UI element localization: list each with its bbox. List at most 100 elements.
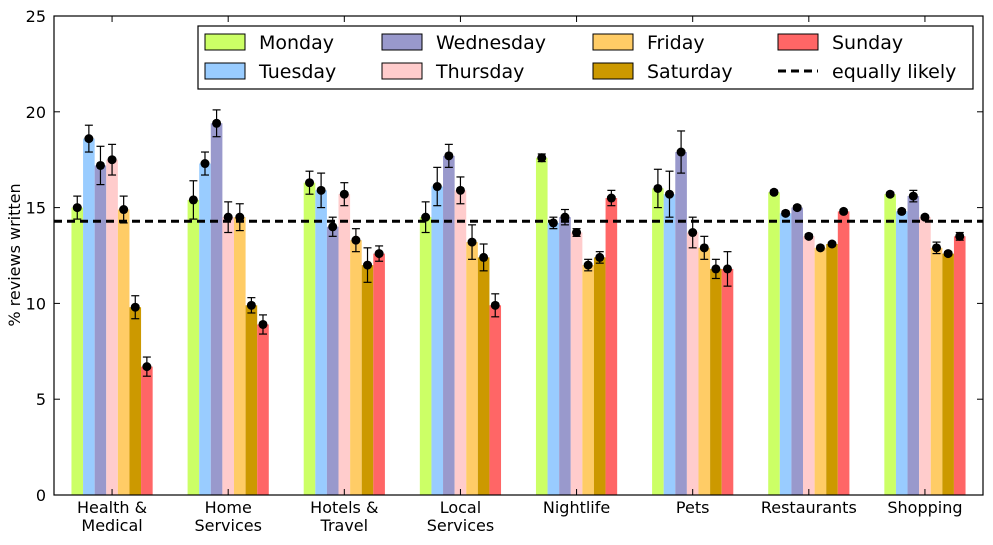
bar-friday-3 (466, 242, 478, 495)
point-wednesday-4 (560, 212, 570, 222)
bar-wednesday-6 (791, 207, 804, 495)
point-wednesday-6 (792, 203, 802, 213)
point-thursday-1 (223, 212, 233, 222)
error-bar-sunday-5 (722, 251, 732, 287)
error-bar-tuesday-6 (781, 208, 791, 218)
error-bar-sunday-4 (606, 189, 616, 207)
bar-sunday-1 (257, 324, 269, 495)
bar-wednesday-7 (907, 196, 920, 495)
bar-saturday-2 (361, 265, 374, 495)
error-bar-monday-0 (72, 195, 82, 220)
legend-swatch (592, 33, 634, 51)
plot-frame (53, 15, 984, 496)
error-bar-saturday-2 (363, 247, 373, 283)
point-sunday-1 (258, 319, 268, 329)
x-axis: Health & Medical Home Services Hotels & Trave… (77, 16, 963, 535)
error-bar-monday-4 (537, 153, 547, 163)
legend-entry-friday: Friday (592, 32, 705, 54)
error-bar-sunday-1 (258, 314, 268, 335)
x-tick-label-1: Home Services (194, 498, 261, 535)
legend-entry-sunday: Sunday (777, 32, 903, 54)
point-friday-6 (815, 243, 825, 253)
bar-thursday-2 (338, 194, 351, 496)
point-sunday-3 (490, 300, 500, 310)
bar-thursday-0 (106, 159, 118, 495)
legend-swatch (204, 62, 246, 80)
error-bar-thursday-2 (339, 182, 349, 207)
legend-label: Friday (647, 32, 705, 54)
error-bar-saturday-6 (827, 239, 837, 249)
point-saturday-1 (246, 300, 256, 310)
point-saturday-6 (827, 239, 837, 249)
point-tuesday-2 (316, 185, 326, 195)
point-tuesday-0 (84, 134, 94, 144)
bar-saturday-7 (942, 253, 954, 495)
bar-monday-6 (768, 192, 780, 495)
point-monday-6 (769, 187, 779, 197)
bar-wednesday-5 (675, 152, 687, 495)
bar-friday-1 (233, 217, 246, 495)
point-friday-0 (119, 205, 129, 215)
bar-monday-5 (652, 188, 664, 495)
bar-sunday-6 (837, 211, 850, 495)
legend-entry-saturday: Saturday (592, 61, 733, 83)
point-monday-7 (885, 189, 895, 199)
error-bar-thursday-3 (455, 176, 465, 205)
error-bar-wednesday-0 (95, 145, 105, 186)
legend-label: Tuesday (258, 61, 336, 83)
point-friday-1 (235, 212, 245, 222)
point-monday-3 (421, 212, 431, 222)
y-axis-label: % reviews written (5, 183, 24, 326)
error-bar-monday-3 (421, 201, 431, 234)
point-monday-0 (72, 203, 82, 213)
x-tick-label-4: Nightlife (543, 498, 610, 517)
error-bars-layer (72, 109, 965, 377)
bar-friday-5 (698, 247, 711, 495)
error-bar-tuesday-5 (664, 170, 674, 218)
error-bar-sunday-7 (955, 231, 965, 241)
point-saturday-5 (711, 264, 721, 274)
legend: Monday Tuesday Wednesday Thursday Friday Satu… (197, 25, 974, 90)
error-bar-tuesday-0 (84, 124, 94, 153)
legend-swatch (381, 62, 423, 80)
bar-tuesday-0 (83, 138, 95, 495)
legend-entry-tuesday: Tuesday (204, 61, 336, 83)
legend-swatch (592, 62, 634, 80)
bar-monday-3 (419, 217, 432, 495)
x-tick-label-3: Local Services (427, 498, 494, 535)
bar-saturday-6 (826, 244, 838, 495)
error-bar-tuesday-2 (316, 172, 326, 209)
bar-wednesday-0 (94, 165, 107, 495)
error-bar-sunday-2 (374, 245, 384, 262)
error-bar-friday-0 (119, 195, 129, 224)
bar-saturday-0 (129, 307, 142, 495)
error-bar-thursday-0 (107, 143, 117, 176)
point-wednesday-7 (908, 191, 918, 201)
bar-saturday-3 (477, 257, 490, 495)
bar-sunday-0 (141, 366, 153, 495)
y-tick-label: 10 (26, 294, 46, 313)
legend-box (197, 25, 974, 90)
point-tuesday-6 (781, 208, 791, 218)
point-wednesday-2 (328, 222, 338, 232)
point-saturday-7 (943, 249, 953, 259)
point-monday-1 (188, 195, 198, 205)
error-bar-monday-6 (769, 187, 779, 197)
point-saturday-3 (479, 252, 489, 262)
bar-thursday-7 (919, 217, 931, 495)
point-thursday-5 (688, 228, 698, 238)
error-bar-wednesday-4 (560, 208, 570, 226)
legend-label: equally likely (832, 61, 956, 83)
point-sunday-0 (142, 362, 152, 372)
bar-tuesday-6 (779, 213, 792, 495)
y-tick-label: 20 (26, 103, 46, 122)
point-wednesday-0 (95, 160, 105, 170)
error-bar-saturday-4 (595, 251, 605, 264)
bar-saturday-4 (593, 257, 606, 495)
bar-friday-4 (582, 265, 594, 495)
y-tick-label: 5 (36, 390, 46, 409)
bar-monday-1 (187, 199, 200, 495)
point-wednesday-1 (212, 118, 222, 128)
